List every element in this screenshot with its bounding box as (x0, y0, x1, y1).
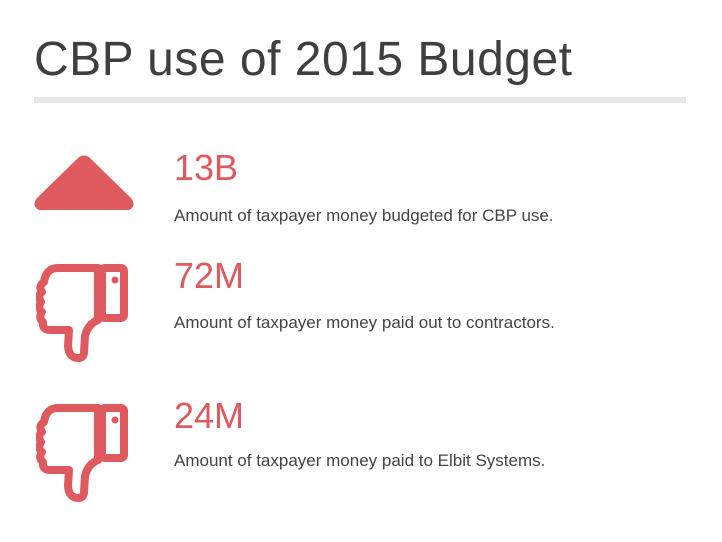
budget-item: 13B Amount of taxpayer money budgeted fo… (0, 140, 722, 250)
stat-description: Amount of taxpayer money budgeted for CB… (174, 206, 554, 225)
triangle-up-icon (34, 155, 134, 210)
budget-item: 24M Amount of taxpayer money paid to Elb… (0, 390, 722, 502)
stat-description: Amount of taxpayer money paid to Elbit S… (174, 451, 546, 470)
thumbs-down-icon (36, 264, 128, 362)
thumbs-down-icon (36, 404, 128, 502)
title-divider (34, 97, 686, 103)
stat-value: 24M (174, 395, 245, 436)
stat-value: 13B (174, 147, 239, 188)
stat-value: 72M (174, 255, 245, 296)
page-title: CBP use of 2015 Budget (34, 33, 573, 86)
budget-item: 72M Amount of taxpayer money paid out to… (0, 250, 722, 362)
stat-description: Amount of taxpayer money paid out to con… (174, 313, 555, 332)
